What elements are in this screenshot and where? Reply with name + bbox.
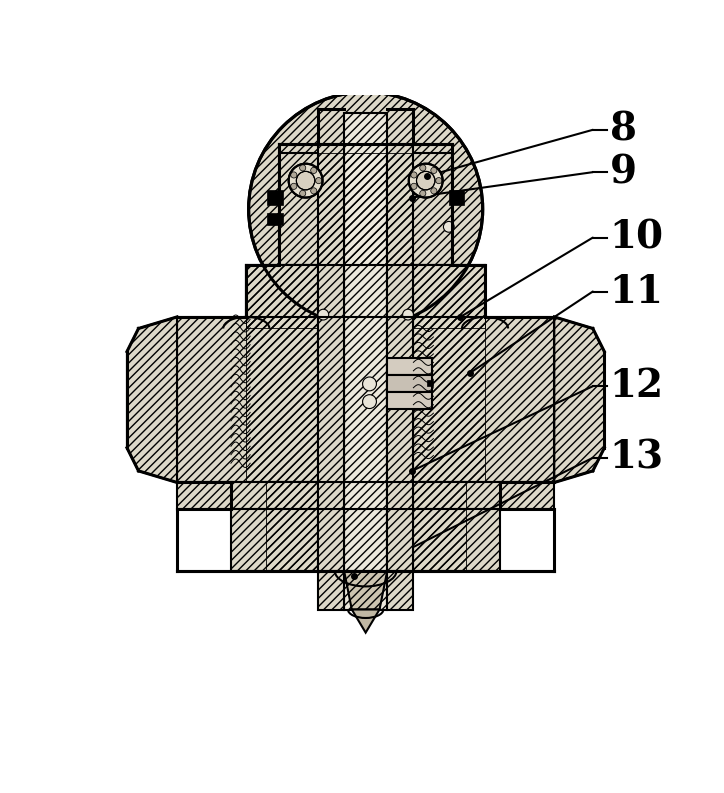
- Circle shape: [420, 190, 426, 197]
- Bar: [267, 190, 282, 205]
- Polygon shape: [318, 144, 344, 610]
- Bar: [449, 190, 464, 205]
- Bar: [387, 392, 432, 408]
- Text: 9: 9: [610, 153, 637, 191]
- Polygon shape: [352, 610, 379, 633]
- Bar: [387, 358, 432, 374]
- Circle shape: [291, 183, 297, 190]
- Polygon shape: [246, 266, 318, 482]
- Text: 11: 11: [610, 273, 664, 311]
- Polygon shape: [413, 266, 485, 328]
- Polygon shape: [177, 482, 318, 509]
- Polygon shape: [413, 317, 555, 482]
- Circle shape: [318, 309, 329, 320]
- Text: 13: 13: [610, 439, 664, 477]
- Polygon shape: [413, 482, 555, 509]
- Circle shape: [300, 165, 306, 171]
- Circle shape: [291, 172, 297, 178]
- Text: 12: 12: [610, 367, 664, 405]
- Polygon shape: [344, 571, 387, 610]
- Circle shape: [443, 221, 454, 232]
- Polygon shape: [413, 266, 485, 482]
- Circle shape: [363, 395, 376, 408]
- Bar: [427, 380, 434, 386]
- Circle shape: [311, 188, 317, 194]
- Circle shape: [248, 92, 483, 326]
- Circle shape: [403, 309, 413, 320]
- Text: 8: 8: [610, 111, 636, 149]
- Polygon shape: [127, 317, 177, 482]
- Circle shape: [311, 167, 317, 174]
- Circle shape: [409, 163, 442, 197]
- Bar: [267, 213, 282, 225]
- Polygon shape: [555, 317, 605, 482]
- Circle shape: [289, 163, 322, 197]
- Polygon shape: [231, 509, 318, 571]
- Circle shape: [363, 377, 376, 391]
- Circle shape: [431, 188, 437, 194]
- Polygon shape: [413, 509, 500, 571]
- Text: 10: 10: [610, 219, 664, 257]
- Circle shape: [296, 171, 315, 190]
- Circle shape: [420, 165, 426, 171]
- Circle shape: [431, 167, 437, 174]
- Polygon shape: [387, 144, 413, 610]
- Polygon shape: [177, 317, 318, 482]
- Circle shape: [411, 183, 417, 190]
- Circle shape: [416, 171, 435, 190]
- Polygon shape: [413, 482, 466, 571]
- Bar: [387, 374, 432, 392]
- Circle shape: [300, 190, 306, 197]
- Polygon shape: [246, 266, 318, 328]
- Polygon shape: [344, 113, 387, 610]
- Circle shape: [436, 178, 442, 184]
- Polygon shape: [279, 153, 452, 266]
- Circle shape: [316, 178, 321, 184]
- Circle shape: [411, 172, 417, 178]
- Polygon shape: [266, 482, 318, 571]
